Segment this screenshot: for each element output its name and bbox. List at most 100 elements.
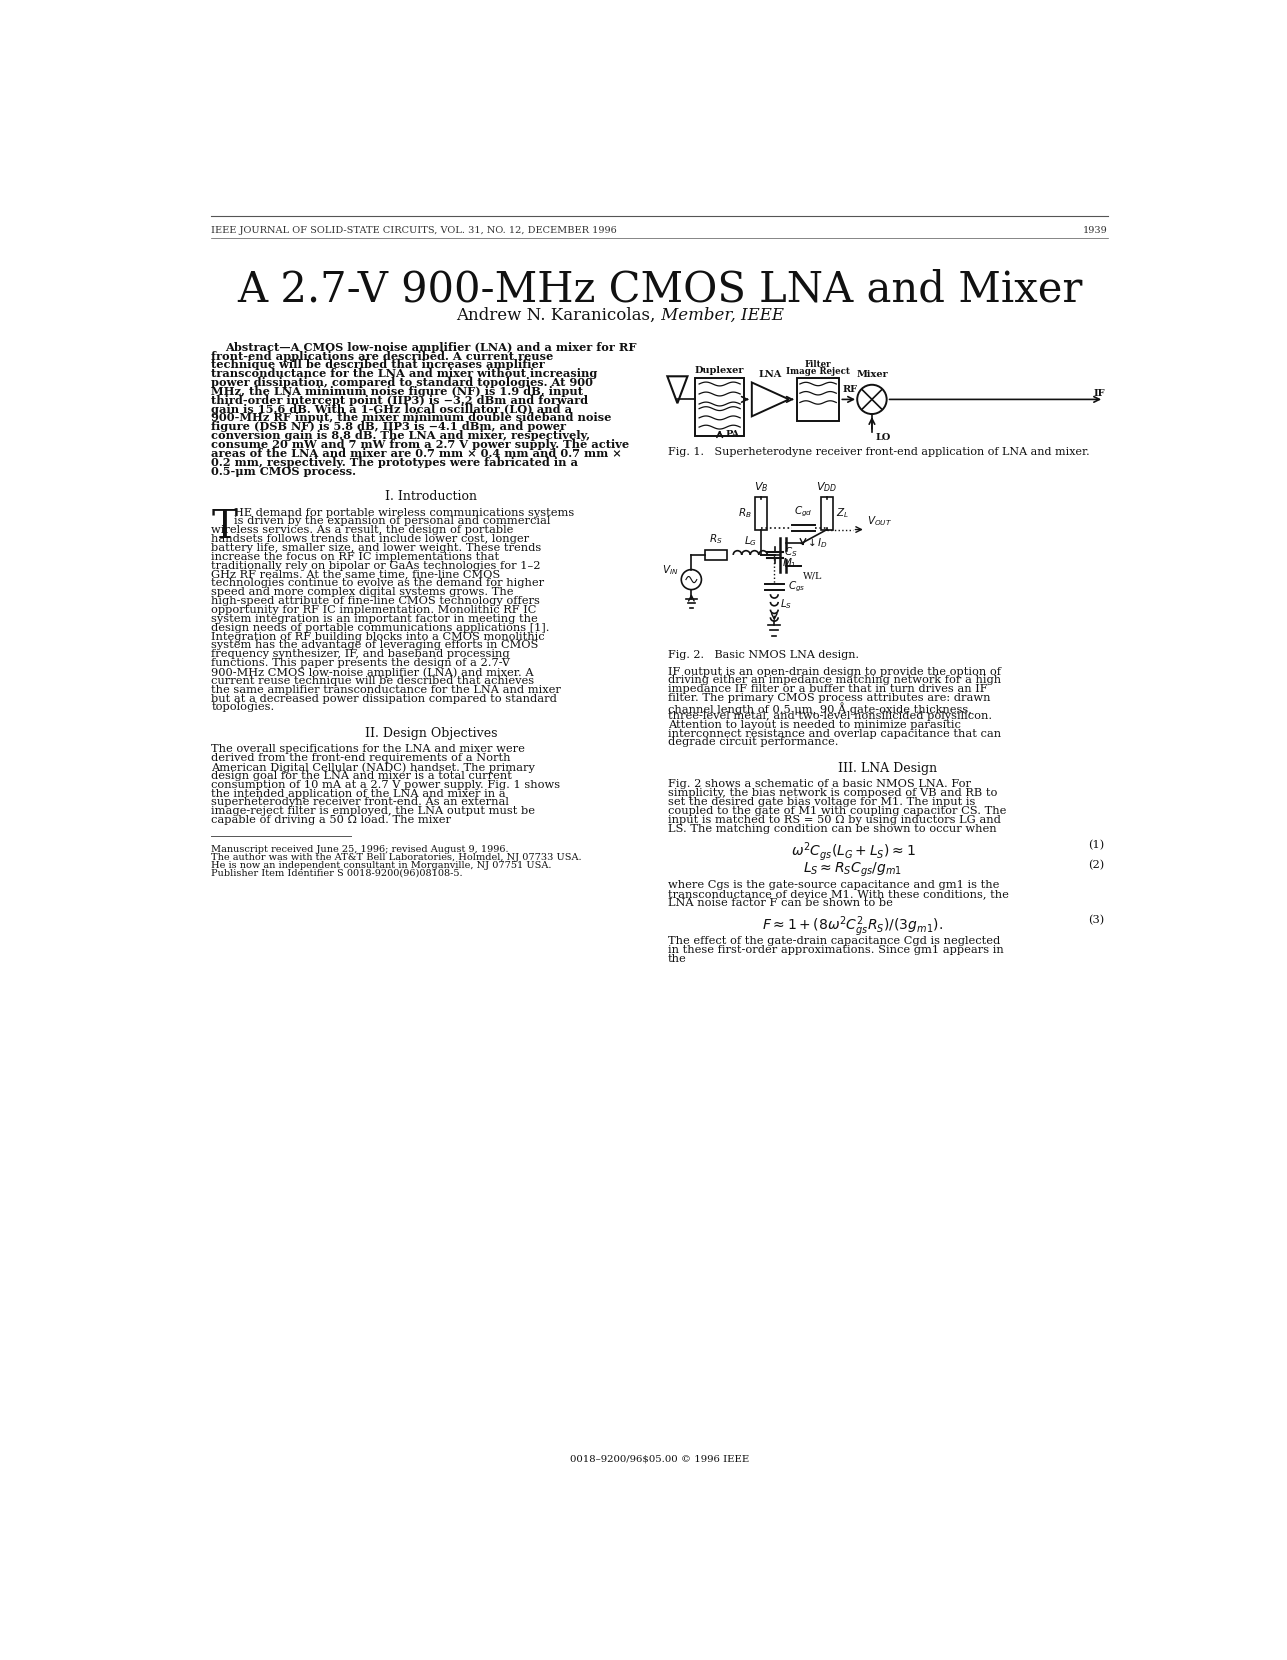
Text: 1939: 1939 — [1084, 226, 1108, 236]
Text: IEEE JOURNAL OF SOLID-STATE CIRCUITS, VOL. 31, NO. 12, DECEMBER 1996: IEEE JOURNAL OF SOLID-STATE CIRCUITS, VO… — [211, 226, 616, 236]
Text: in these first-order approximations. Since gm1 appears in: in these first-order approximations. Sin… — [668, 945, 1004, 954]
Text: $\omega^2 C_{gs}(L_G + L_S) \approx 1$: $\omega^2 C_{gs}(L_G + L_S) \approx 1$ — [790, 840, 915, 863]
Text: set the desired gate bias voltage for M1. The input is: set the desired gate bias voltage for M1… — [668, 797, 976, 807]
Text: degrade circuit performance.: degrade circuit performance. — [668, 737, 839, 747]
Text: Fig. 1.   Superheterodyne receiver front-end application of LNA and mixer.: Fig. 1. Superheterodyne receiver front-e… — [668, 447, 1090, 456]
Text: (2): (2) — [1088, 860, 1104, 870]
Text: conversion gain is 8.8 dB. The LNA and mixer, respectively,: conversion gain is 8.8 dB. The LNA and m… — [211, 430, 591, 442]
Text: He is now an independent consultant in Morganville, NJ 07751 USA.: He is now an independent consultant in M… — [211, 860, 552, 870]
Text: power dissipation, compared to standard topologies. At 900: power dissipation, compared to standard … — [211, 377, 593, 388]
Text: $R_S$: $R_S$ — [709, 533, 723, 546]
Text: three-level metal, and two-level nonsilicided polysilicon.: three-level metal, and two-level nonsili… — [668, 710, 992, 720]
Text: functions. This paper presents the design of a 2.7-V: functions. This paper presents the desig… — [211, 657, 510, 667]
Text: Fig. 2.   Basic NMOS LNA design.: Fig. 2. Basic NMOS LNA design. — [668, 649, 860, 659]
Text: $C_S$: $C_S$ — [784, 544, 798, 559]
Text: Abstract—A CMOS low-noise amplifier (LNA) and a mixer for RF: Abstract—A CMOS low-noise amplifier (LNA… — [225, 342, 637, 352]
Text: speed and more complex digital systems grows. The: speed and more complex digital systems g… — [211, 588, 514, 598]
Text: transconductance for the LNA and mixer without increasing: transconductance for the LNA and mixer w… — [211, 369, 597, 378]
Text: Duplexer: Duplexer — [695, 365, 744, 375]
Text: gain is 15.6 dB. With a 1-GHz local oscillator (LO) and a: gain is 15.6 dB. With a 1-GHz local osci… — [211, 403, 573, 415]
Text: LNA: LNA — [759, 370, 782, 380]
Text: Fig. 2 shows a schematic of a basic NMOS LNA. For: Fig. 2 shows a schematic of a basic NMOS… — [668, 780, 972, 790]
Text: $L_S \approx R_S C_{gs}/g_{m1}$: $L_S \approx R_S C_{gs}/g_{m1}$ — [803, 860, 902, 878]
Text: topologies.: topologies. — [211, 702, 274, 712]
Text: is driven by the expansion of personal and commercial: is driven by the expansion of personal a… — [234, 516, 551, 526]
Text: (3): (3) — [1088, 915, 1104, 925]
Text: LO: LO — [876, 433, 891, 442]
Text: (1): (1) — [1088, 840, 1104, 850]
Text: where Cgs is the gate-source capacitance and gm1 is the: where Cgs is the gate-source capacitance… — [668, 880, 1000, 890]
Text: $V_{DD}$: $V_{DD}$ — [816, 480, 838, 495]
Text: IF: IF — [1094, 388, 1106, 398]
Text: $V_{OUT}$: $V_{OUT}$ — [867, 515, 892, 528]
Text: technologies continue to evolve as the demand for higher: technologies continue to evolve as the d… — [211, 578, 544, 588]
Text: 900-MHz CMOS low-noise amplifier (LNA) and mixer. A: 900-MHz CMOS low-noise amplifier (LNA) a… — [211, 667, 534, 677]
Text: derived from the front-end requirements of a North: derived from the front-end requirements … — [211, 754, 511, 764]
Text: frequency synthesizer, IF, and baseband processing: frequency synthesizer, IF, and baseband … — [211, 649, 510, 659]
Text: The effect of the gate-drain capacitance Cgd is neglected: The effect of the gate-drain capacitance… — [668, 936, 1000, 946]
Text: system integration is an important factor in meeting the: system integration is an important facto… — [211, 614, 538, 624]
Text: increase the focus on RF IC implementations that: increase the focus on RF IC implementati… — [211, 551, 499, 561]
Text: the: the — [668, 954, 687, 964]
Text: Member, IEEE: Member, IEEE — [655, 307, 784, 324]
Bar — [797, 378, 839, 422]
Text: technique will be described that increases amplifier: technique will be described that increas… — [211, 359, 544, 370]
Text: coupled to the gate of M1 with coupling capacitor CS. The: coupled to the gate of M1 with coupling … — [668, 807, 1006, 817]
Text: $V_B$: $V_B$ — [754, 480, 768, 495]
Text: filter. The primary CMOS process attributes are: drawn: filter. The primary CMOS process attribu… — [668, 694, 991, 704]
Text: system has the advantage of leveraging efforts in CMOS: system has the advantage of leveraging e… — [211, 641, 539, 651]
Text: $L_S$: $L_S$ — [780, 598, 793, 611]
Text: III. LNA Design: III. LNA Design — [838, 762, 938, 775]
Text: design goal for the LNA and mixer is a total current: design goal for the LNA and mixer is a t… — [211, 770, 512, 780]
Text: I. Introduction: I. Introduction — [385, 490, 477, 503]
Text: third-order intercept point (IIP3) is −3.2 dBm and forward: third-order intercept point (IIP3) is −3… — [211, 395, 588, 405]
Text: interconnect resistance and overlap capacitance that can: interconnect resistance and overlap capa… — [668, 729, 1001, 739]
Text: PA: PA — [726, 430, 740, 440]
Bar — [821, 498, 833, 530]
Text: consume 20 mW and 7 mW from a 2.7 V power supply. The active: consume 20 mW and 7 mW from a 2.7 V powe… — [211, 438, 629, 450]
Text: RF: RF — [843, 385, 857, 393]
Text: Filter: Filter — [804, 360, 831, 370]
Text: $Z_L$: $Z_L$ — [837, 506, 849, 520]
Text: II. Design Objectives: II. Design Objectives — [366, 727, 497, 740]
Text: capable of driving a 50 Ω load. The mixer: capable of driving a 50 Ω load. The mixe… — [211, 815, 452, 825]
Text: impedance IF filter or a buffer that in turn drives an IF: impedance IF filter or a buffer that in … — [668, 684, 987, 694]
Text: A 2.7-V 900-MHz CMOS LNA and Mixer: A 2.7-V 900-MHz CMOS LNA and Mixer — [237, 269, 1082, 310]
Text: $R_B$: $R_B$ — [737, 506, 752, 520]
Text: IF output is an open-drain design to provide the option of: IF output is an open-drain design to pro… — [668, 667, 1001, 677]
Text: Andrew N. Karanicolas,: Andrew N. Karanicolas, — [457, 307, 655, 324]
Text: areas of the LNA and mixer are 0.7 mm × 0.4 mm and 0.7 mm ×: areas of the LNA and mixer are 0.7 mm × … — [211, 448, 622, 458]
Bar — [705, 549, 727, 561]
Text: Manuscript received June 25, 1996; revised August 9, 1996.: Manuscript received June 25, 1996; revis… — [211, 845, 508, 853]
Text: handsets follows trends that include lower cost, longer: handsets follows trends that include low… — [211, 535, 529, 544]
Text: HE demand for portable wireless communications systems: HE demand for portable wireless communic… — [234, 508, 575, 518]
Text: superheterodyne receiver front-end. As an external: superheterodyne receiver front-end. As a… — [211, 797, 510, 807]
Text: image-reject filter is employed, the LNA output must be: image-reject filter is employed, the LNA… — [211, 807, 535, 817]
Text: input is matched to RS = 50 Ω by using inductors LG and: input is matched to RS = 50 Ω by using i… — [668, 815, 1001, 825]
Text: wireless services. As a result, the design of portable: wireless services. As a result, the desi… — [211, 525, 514, 535]
Text: T: T — [211, 510, 237, 546]
Text: the same amplifier transconductance for the LNA and mixer: the same amplifier transconductance for … — [211, 684, 561, 694]
Text: high-speed attribute of fine-line CMOS technology offers: high-speed attribute of fine-line CMOS t… — [211, 596, 541, 606]
Text: 0.5-μm CMOS process.: 0.5-μm CMOS process. — [211, 465, 356, 476]
Text: driving either an impedance matching network for a high: driving either an impedance matching net… — [668, 676, 1001, 686]
Text: $\downarrow I_D$: $\downarrow I_D$ — [806, 536, 829, 551]
Text: $L_G$: $L_G$ — [744, 535, 757, 548]
Text: Integration of RF building blocks into a CMOS monolithic: Integration of RF building blocks into a… — [211, 631, 544, 641]
Text: channel length of 0.5 μm, 90 Å gate-oxide thickness,: channel length of 0.5 μm, 90 Å gate-oxid… — [668, 702, 972, 715]
Text: American Digital Cellular (NADC) handset. The primary: American Digital Cellular (NADC) handset… — [211, 762, 535, 772]
Text: Mixer: Mixer — [856, 370, 888, 378]
Text: Image Reject: Image Reject — [786, 367, 849, 375]
Text: The author was with the AT&T Bell Laboratories, Holmdel, NJ 07733 USA.: The author was with the AT&T Bell Labora… — [211, 853, 582, 862]
Text: opportunity for RF IC implementation. Monolithic RF IC: opportunity for RF IC implementation. Mo… — [211, 604, 537, 614]
Text: LNA noise factor F can be shown to be: LNA noise factor F can be shown to be — [668, 898, 893, 908]
Text: Attention to layout is needed to minimize parasitic: Attention to layout is needed to minimiz… — [668, 720, 961, 730]
Text: $F \approx 1 + (8\omega^2 C_{gs}^2 R_S)/(3g_{m1}).$: $F \approx 1 + (8\omega^2 C_{gs}^2 R_S)/… — [762, 915, 943, 940]
Text: simplicity, the bias network is composed of VB and RB to: simplicity, the bias network is composed… — [668, 788, 997, 798]
Text: $M_1$: $M_1$ — [782, 556, 797, 571]
Text: the intended application of the LNA and mixer in a: the intended application of the LNA and … — [211, 788, 506, 798]
Text: LS. The matching condition can be shown to occur when: LS. The matching condition can be shown … — [668, 823, 996, 833]
Text: 0018–9200/96$05.00 © 1996 IEEE: 0018–9200/96$05.00 © 1996 IEEE — [570, 1454, 749, 1464]
Text: GHz RF realms. At the same time, fine-line CMOS: GHz RF realms. At the same time, fine-li… — [211, 569, 501, 579]
Text: design needs of portable communications applications [1].: design needs of portable communications … — [211, 622, 550, 632]
